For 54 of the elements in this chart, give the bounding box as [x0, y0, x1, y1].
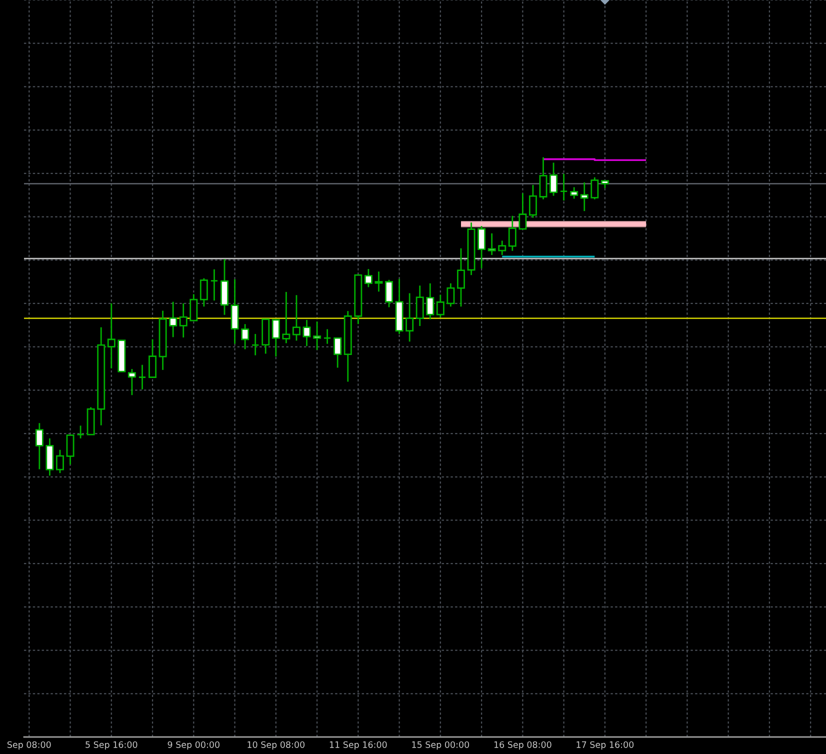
- candlestick: [334, 337, 342, 368]
- x-tick-label: 17 Sep 16:00: [576, 741, 634, 750]
- candlestick: [508, 215, 516, 252]
- candlestick: [76, 424, 85, 440]
- candlestick: [488, 232, 496, 256]
- candlestick: [190, 293, 198, 322]
- candlestick: [498, 240, 506, 256]
- candlestick: [220, 258, 228, 316]
- candlestick: [169, 301, 178, 338]
- candlestick: [446, 282, 455, 308]
- candlestick: [148, 338, 157, 378]
- x-tick-label: 10 Sep 08:00: [248, 741, 305, 750]
- x-tick-label: 9 Sep 00:00: [168, 741, 220, 750]
- candlestick: [200, 278, 208, 308]
- candlestick: [66, 434, 74, 466]
- candlestick: [128, 368, 136, 396]
- x-tick-label: Sep 08:00: [7, 741, 51, 750]
- candlestick: [138, 364, 146, 390]
- candlestick: [478, 225, 486, 270]
- candlestick: [457, 248, 465, 308]
- candlestick: [302, 319, 311, 347]
- candlestick: [282, 291, 290, 344]
- candlestick: [230, 278, 239, 345]
- candlestick: [210, 268, 218, 302]
- candlestick: [518, 192, 527, 230]
- candlestick: [374, 270, 383, 292]
- candlestick: [46, 438, 54, 476]
- candlestick: [406, 292, 414, 342]
- candlestick: [179, 302, 188, 338]
- candlestick: [436, 294, 444, 318]
- candlestick: [323, 328, 332, 345]
- x-tick-label: 11 Sep 16:00: [330, 741, 387, 750]
- candlestick: [539, 156, 548, 200]
- candlestick: [364, 268, 372, 288]
- candlestick: [550, 162, 558, 196]
- candlestick: [251, 333, 260, 356]
- candlestick: [313, 320, 322, 351]
- candlestick: [272, 318, 280, 358]
- candlestick: [292, 294, 300, 342]
- candlestick: [107, 302, 116, 370]
- candlestick: [56, 449, 64, 474]
- candlestick: [426, 282, 434, 320]
- x-tick-label: 5 Sep 16:00: [86, 741, 138, 750]
- candlestick: [385, 279, 393, 308]
- candlestick: [580, 182, 588, 212]
- x-tick-label: 15 Sep 00:00: [412, 741, 470, 750]
- x-tick-label: 16 Sep 08:00: [494, 741, 552, 750]
- candlestick: [570, 186, 578, 200]
- candlestick: [590, 176, 599, 200]
- candlestick: [35, 422, 44, 470]
- candlestick: [560, 173, 568, 202]
- candlestick: [528, 184, 537, 218]
- candlestick: [241, 323, 250, 350]
- candlestick: [416, 284, 424, 327]
